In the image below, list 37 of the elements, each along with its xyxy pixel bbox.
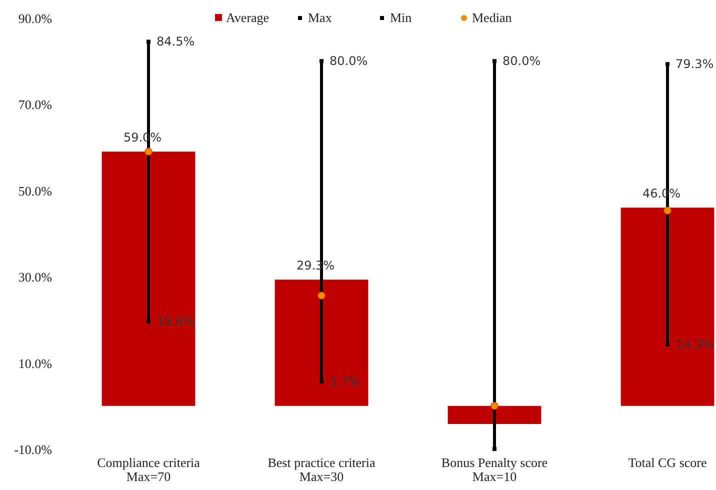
x-tick-label: Compliance criteria Max=70 (97, 455, 200, 484)
bar (620, 208, 714, 406)
legend-label: Median (472, 10, 512, 25)
data-label: 19.6% (156, 314, 195, 328)
y-tick-label: 50.0% (18, 183, 52, 198)
point (490, 402, 498, 410)
data-label: 79.3% (676, 57, 714, 72)
point (144, 148, 152, 156)
data-label: 80.0% (330, 54, 368, 68)
y-tick-label: 70.0% (18, 97, 52, 112)
y-tick-label: 90.0% (18, 11, 52, 26)
legend-label: Max (308, 10, 332, 25)
data-label: 80.0% (502, 54, 541, 68)
point (146, 40, 150, 44)
data-label: 84.5% (156, 34, 195, 49)
legend-label: Min (390, 10, 412, 25)
point (320, 59, 324, 64)
y-tick-label: 10.0% (18, 356, 52, 371)
point (664, 206, 672, 215)
bar (102, 152, 196, 406)
bar (274, 280, 368, 406)
point (492, 447, 496, 451)
data-label: 14.3% (676, 337, 714, 352)
point (146, 319, 150, 324)
point (320, 379, 324, 384)
bar (448, 406, 542, 424)
point (666, 342, 670, 346)
legend-label: Average (226, 10, 270, 25)
point (492, 59, 496, 64)
y-tick-label: 30.0% (18, 270, 52, 285)
data-label: 5.7% (330, 374, 360, 388)
x-tick-label: Total CG score (628, 455, 707, 470)
point (318, 292, 326, 300)
x-tick-label: Best practice criteria Max=30 (268, 455, 376, 484)
x-tick-label: Bonus Penalty score Max=10 (441, 455, 548, 484)
point (666, 62, 670, 66)
y-tick-label: -10.0% (14, 442, 52, 457)
